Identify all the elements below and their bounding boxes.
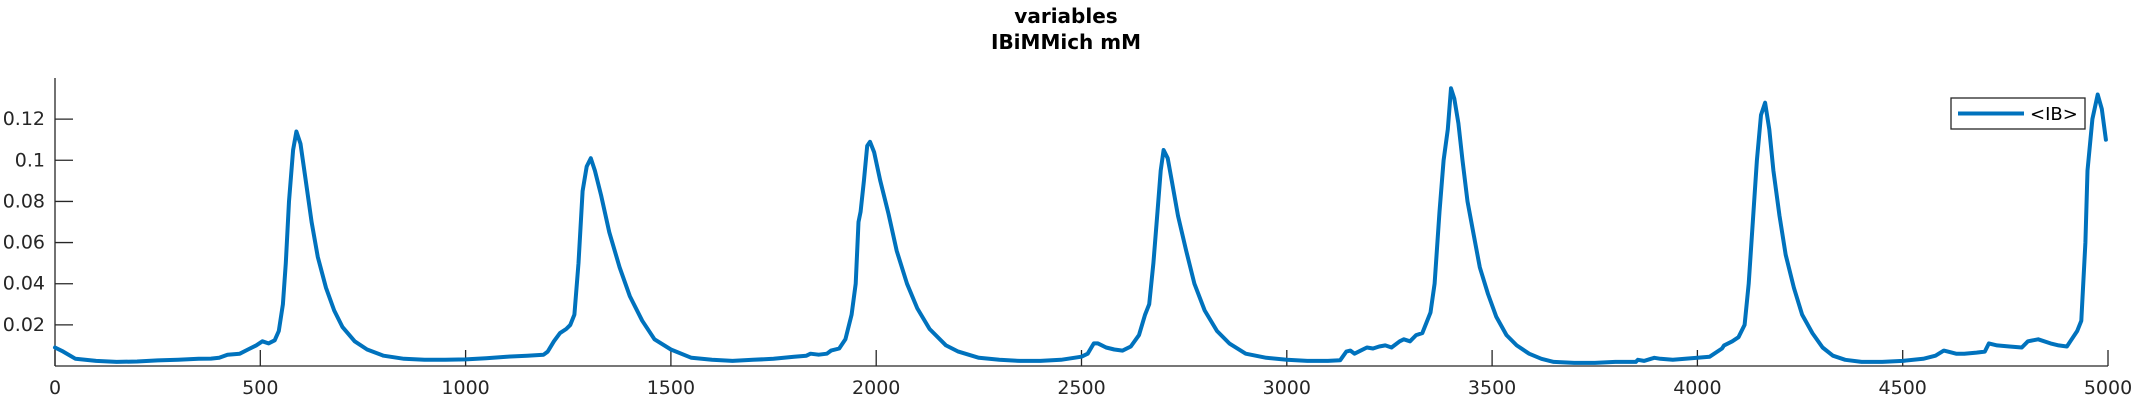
x-tick-label: 4000: [1673, 377, 1721, 399]
x-tick-label: 5000: [2084, 377, 2132, 399]
axis-ticks: 0 500 1000 1500 2000 2500 3000 3500 4000 4500 5000…: [3, 108, 2132, 399]
x-tick-label: 1000: [441, 377, 489, 399]
x-tick-label: 2500: [1057, 377, 1105, 399]
plot-axes: [54, 78, 2108, 367]
legend[interactable]: <IB>: [1950, 97, 2086, 130]
x-tick-label: 2000: [852, 377, 900, 399]
y-tick-label: 0.12: [3, 108, 45, 130]
x-tick-label: 3500: [1468, 377, 1516, 399]
x-tick-label: 0: [49, 377, 61, 399]
series-line: [53, 86, 2108, 365]
chart-title: variables: [1014, 4, 1117, 28]
legend-label: <IB>: [2030, 104, 2078, 125]
y-tick-label: 0.02: [3, 314, 45, 336]
x-tick-label: 1500: [647, 377, 695, 399]
y-tick-label: 0.04: [3, 273, 45, 295]
x-tick-label: 4500: [1879, 377, 1927, 399]
x-tick-label: 3000: [1263, 377, 1311, 399]
chart-subtitle: IBiMMich mM: [991, 30, 1141, 54]
x-tick-label: 500: [242, 377, 278, 399]
y-tick-label: 0.06: [3, 232, 45, 254]
y-tick-label: 0.1: [15, 149, 45, 171]
y-tick-label: 0.08: [3, 190, 45, 212]
series-layer: [53, 86, 2108, 365]
